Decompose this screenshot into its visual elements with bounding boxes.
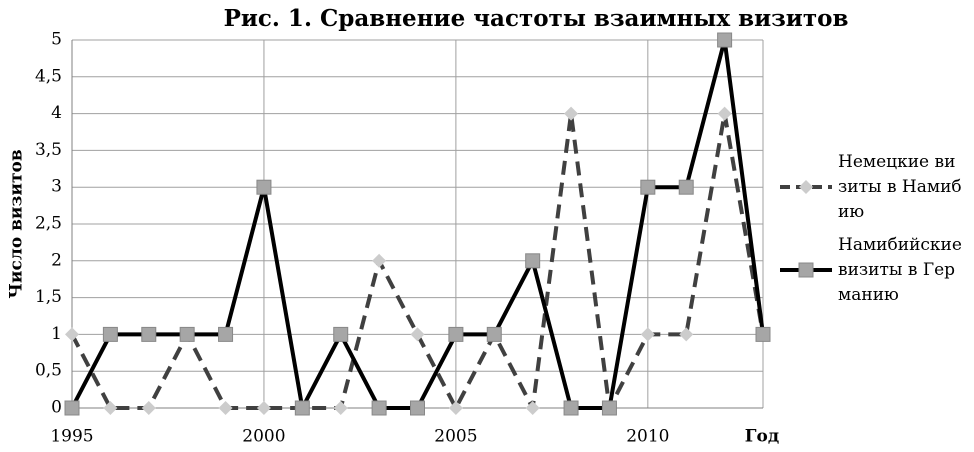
- y-tick-label: 2,5: [35, 214, 62, 234]
- y-tick-label: 1: [51, 324, 62, 344]
- marker: [717, 106, 732, 121]
- y-tick-label: 2: [51, 250, 62, 270]
- marker: [679, 327, 694, 342]
- y-axis-label: Число визитов: [7, 149, 27, 298]
- marker: [678, 179, 694, 195]
- y-tick-label: 3,5: [35, 140, 62, 160]
- marker: [179, 326, 195, 342]
- marker: [102, 326, 118, 342]
- marker: [525, 253, 541, 269]
- marker: [564, 106, 579, 121]
- chart-title: Рис. 1. Сравнение частоты взаимных визит…: [224, 5, 849, 32]
- y-tick-label: 5: [51, 30, 62, 50]
- x-tick-label: 2010: [626, 427, 669, 447]
- marker: [717, 32, 733, 48]
- marker: [64, 400, 80, 416]
- marker: [372, 253, 387, 268]
- marker: [333, 401, 348, 415]
- marker: [141, 401, 156, 415]
- marker: [640, 179, 656, 195]
- y-tick-label: 0,5: [35, 361, 62, 381]
- marker: [563, 400, 579, 416]
- marker: [410, 400, 425, 416]
- marker: [448, 326, 464, 342]
- y-tick-label: 0: [51, 398, 62, 418]
- x-tick-label: 1995: [50, 427, 93, 447]
- marker: [410, 327, 425, 342]
- marker: [256, 401, 271, 415]
- legend-label: Намибийские визиты в Германию: [838, 235, 962, 305]
- marker: [755, 326, 771, 342]
- marker: [218, 326, 234, 342]
- legend-marker: [798, 262, 814, 278]
- x-axis-label: Год: [745, 427, 779, 447]
- marker: [333, 326, 349, 342]
- marker: [601, 400, 617, 416]
- y-tick-label: 3: [51, 177, 62, 197]
- x-tick-label: 2005: [434, 427, 477, 447]
- legend-label: Немецкие визиты в Намибию: [838, 152, 962, 222]
- legend-marker: [799, 180, 813, 194]
- marker: [141, 326, 157, 342]
- marker: [65, 327, 79, 342]
- marker: [371, 400, 387, 416]
- x-tick-label: 2000: [242, 427, 285, 447]
- marker: [448, 401, 463, 415]
- y-tick-label: 4: [51, 103, 62, 123]
- y-tick-label: 4,5: [35, 66, 62, 86]
- y-tick-label: 1,5: [35, 287, 62, 307]
- marker: [525, 401, 540, 415]
- marker: [294, 400, 310, 416]
- marker: [256, 179, 272, 195]
- marker: [218, 401, 233, 415]
- marker: [486, 326, 502, 342]
- marker: [640, 327, 655, 342]
- marker: [103, 401, 118, 415]
